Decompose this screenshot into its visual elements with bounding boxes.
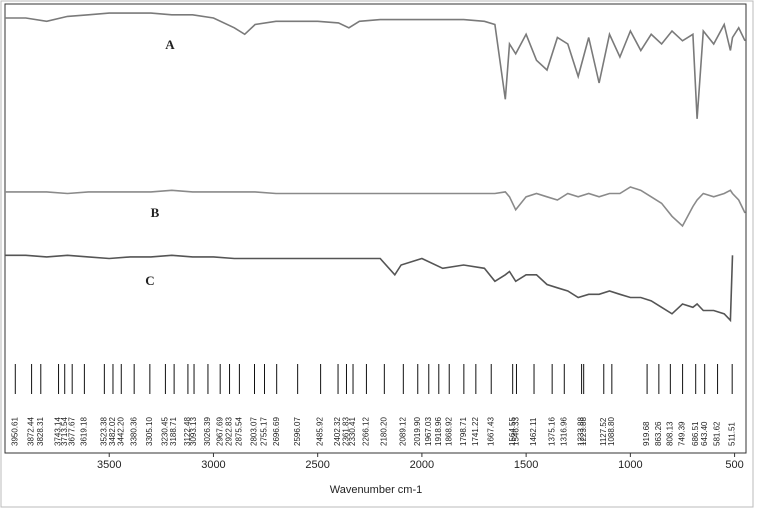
peak-label: 3523.38 [99, 417, 108, 446]
peak-label: 3093.13 [189, 417, 198, 446]
peak-label: 1316.96 [559, 417, 568, 446]
peak-label: 2696.69 [272, 417, 281, 446]
peak-label: 1462.11 [529, 417, 538, 446]
peak-label: 3305.10 [145, 417, 154, 446]
peak-label: 1667.43 [486, 417, 495, 446]
peak-label: 3872.44 [27, 417, 36, 446]
x-axis-label: Wavenumber cm-1 [330, 484, 423, 496]
peak-label: 3619.18 [79, 417, 88, 446]
peak-label: 1798.71 [459, 417, 468, 446]
peak-label: 1546.33 [512, 417, 521, 446]
peak-label: 3380.36 [129, 417, 138, 446]
spectrum-line [5, 12, 746, 119]
peak-label: 1223.88 [579, 417, 588, 446]
peak-label: 3743.14 [54, 417, 63, 446]
peak-label: 2967.69 [215, 417, 224, 446]
peak-label: 3482.02 [108, 417, 117, 446]
spectrum-line [5, 186, 746, 228]
peak-label: 3442.20 [116, 417, 125, 446]
peak-label: 1375.16 [547, 417, 556, 446]
peak-label: 581.62 [713, 421, 722, 446]
peak-label: 808.13 [665, 421, 674, 446]
peak-label: 3828.31 [36, 417, 45, 446]
peak-label: 3713.54 [60, 417, 69, 446]
peak-label: 2266.12 [362, 417, 371, 446]
peak-label: 2755.17 [260, 417, 269, 446]
x-tick-label: 500 [725, 459, 743, 471]
peak-label: 686.51 [691, 421, 700, 446]
peak-label: 2402.32 [333, 417, 342, 446]
peak-label: 3122.48 [183, 417, 192, 446]
peak-label: 1967.03 [424, 417, 433, 446]
peak-label: 2089.12 [398, 417, 407, 446]
peak-label: 1088.80 [607, 417, 616, 446]
series-label: B [151, 205, 160, 220]
peak-label: 863.26 [654, 421, 663, 446]
peak-label: 1564.55 [508, 417, 517, 446]
peak-label: 2361.83 [342, 417, 351, 446]
peak-label: 2922.83 [225, 417, 234, 446]
peak-label: 2875.54 [235, 417, 244, 446]
peak-label: 3026.39 [203, 417, 212, 446]
plot-box [4, 3, 747, 454]
spectrum-line [5, 254, 734, 323]
peak-label: 1918.96 [434, 417, 443, 446]
x-tick-label: 3000 [201, 459, 225, 471]
peak-label: 749.39 [678, 421, 687, 446]
peak-label: 2019.90 [413, 417, 422, 446]
peak-label: 2803.07 [250, 417, 259, 446]
x-tick-label: 3500 [97, 459, 121, 471]
x-tick-label: 1500 [514, 459, 538, 471]
peak-label: 1868.92 [444, 417, 453, 446]
peak-label: 3677.67 [67, 417, 76, 446]
x-tick-label: 1000 [618, 459, 642, 471]
peak-label: 2596.07 [293, 417, 302, 446]
series-label: A [165, 37, 175, 52]
peak-label: 3950.61 [10, 417, 19, 446]
peak-label: 1127.52 [599, 417, 608, 446]
peak-label: 919.68 [642, 421, 651, 446]
peak-label: 1233.88 [577, 417, 586, 446]
peak-label: 2330.41 [348, 417, 357, 446]
peak-label: 511.51 [727, 422, 736, 446]
peak-label: 643.40 [700, 421, 709, 446]
x-tick-label: 2500 [305, 459, 329, 471]
peak-label: 1741.22 [471, 417, 480, 446]
x-tick-label: 2000 [410, 459, 434, 471]
peak-label: 3188.71 [169, 417, 178, 446]
peak-label: 2485.92 [316, 417, 325, 446]
peak-label: 2180.20 [379, 417, 388, 446]
peak-label: 3230.45 [161, 417, 170, 446]
series-label: C [145, 273, 154, 288]
